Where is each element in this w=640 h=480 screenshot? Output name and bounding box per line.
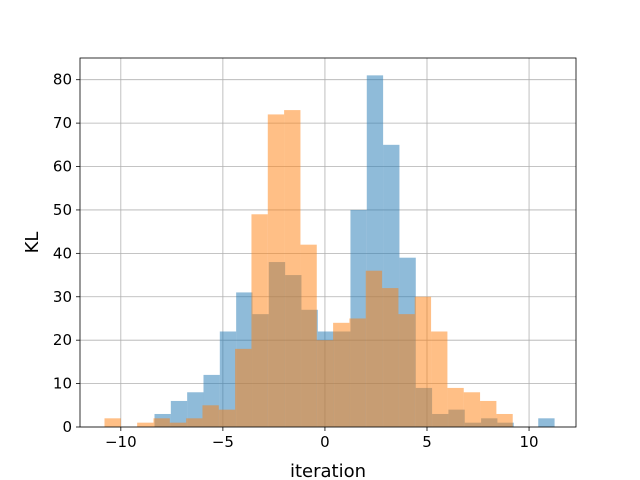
- x-tick-label: 5: [422, 433, 432, 451]
- histogram-bar-series-2: [169, 422, 187, 427]
- histogram-bar-series-2: [251, 214, 268, 427]
- histogram-bar-series-2: [333, 322, 350, 427]
- histogram-bar-series-2: [186, 418, 203, 427]
- x-axis-label: iteration: [290, 461, 366, 480]
- histogram-bar-series-2: [365, 270, 383, 427]
- y-tick-label: 10: [53, 375, 72, 393]
- x-tick-label: −10: [105, 433, 137, 451]
- y-tick-label: 0: [62, 418, 72, 436]
- y-tick-label: 60: [53, 158, 72, 176]
- histogram-bar-series-2: [496, 413, 513, 427]
- histogram-bar-series-2: [463, 392, 481, 427]
- histogram-bar-series-2: [398, 314, 415, 427]
- histogram-bar-series-2: [382, 288, 399, 427]
- histogram-bar-series-1: [538, 418, 555, 427]
- y-tick-label: 80: [53, 71, 72, 89]
- ticks: −10 −5 0 5 10 0 10 20 30 40 50 60 70 80: [53, 71, 539, 451]
- y-tick-label: 50: [53, 201, 72, 219]
- histogram-bar-series-2: [480, 400, 497, 427]
- y-axis-label: KL: [22, 232, 43, 254]
- histogram-bar-series-2: [235, 348, 252, 427]
- histogram-bar-series-2: [349, 318, 366, 427]
- plot-frame: [79, 57, 577, 428]
- histogram-bar-series-2: [300, 244, 317, 427]
- y-tick-label: 40: [53, 244, 72, 262]
- y-tick-label: 70: [53, 114, 72, 132]
- histogram-bar-series-2: [153, 418, 170, 427]
- y-tick-label: 20: [53, 331, 72, 349]
- histogram-bar-series-1: [219, 331, 237, 427]
- histogram-bar-series-1: [170, 400, 188, 427]
- x-tick-label: −5: [212, 433, 234, 451]
- histogram-bar-series-2: [316, 340, 334, 427]
- histogram-bar-series-2: [284, 110, 301, 427]
- x-tick-label: 10: [520, 433, 539, 451]
- histogram-bar-series-2: [218, 409, 236, 427]
- histogram-bar-series-2: [104, 418, 121, 427]
- x-tick-label: 0: [320, 433, 330, 451]
- histogram-bar-series-2: [202, 405, 219, 427]
- bars: [104, 75, 555, 427]
- histogram-bar-series-2: [414, 296, 432, 427]
- y-tick-label: 30: [53, 288, 72, 306]
- histogram-bar-series-2: [137, 422, 154, 427]
- histogram-bar-series-2: [447, 387, 464, 427]
- histogram-bar-series-2: [267, 114, 285, 427]
- histogram-bar-series-2: [431, 331, 448, 427]
